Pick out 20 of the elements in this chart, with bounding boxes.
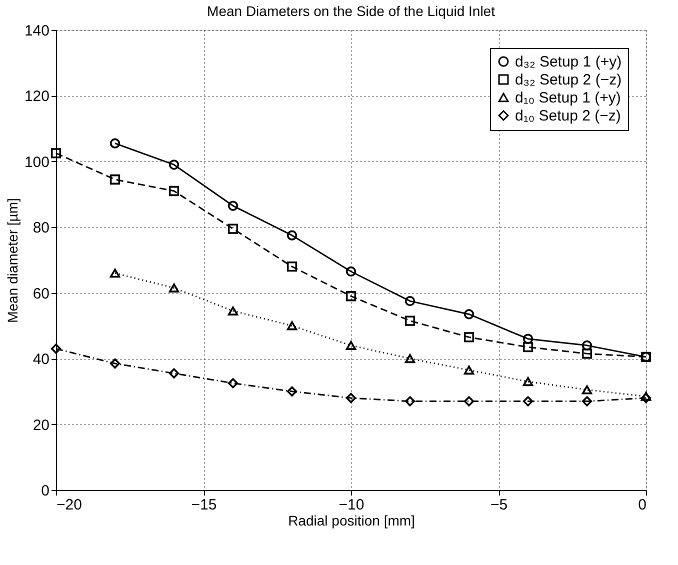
legend-label: d₃₂ Setup 1 (+y) (515, 54, 622, 70)
x-tick-label: −20 (56, 496, 82, 514)
y-tick-label: 60 (32, 285, 50, 302)
chart-title: Mean Diameters on the Side of the Liquid Inlet (207, 3, 496, 19)
x-axis-title: Radial position [mm] (288, 512, 415, 528)
x-tick-label: −5 (490, 496, 508, 514)
y-tick-label: 100 (24, 154, 50, 171)
y-tick-label: 120 (24, 88, 50, 106)
y-tick-label: 20 (32, 416, 50, 434)
y-tick-label: 0 (41, 482, 50, 500)
y-axis-title: Mean diameter [µm] (4, 198, 20, 323)
y-tick-label: 80 (32, 220, 50, 237)
y-tick-label: 140 (24, 22, 50, 40)
x-tick-label: −10 (338, 496, 364, 514)
x-tick-label: −15 (191, 496, 217, 514)
x-tick-label: 0 (638, 496, 646, 514)
legend-label: d₃₂ Setup 2 (−z) (515, 72, 622, 88)
legend-label: d₁₀ Setup 1 (+y) (515, 90, 621, 106)
y-tick-label: 40 (32, 351, 50, 368)
legend-label: d₁₀ Setup 2 (−z) (515, 108, 621, 124)
